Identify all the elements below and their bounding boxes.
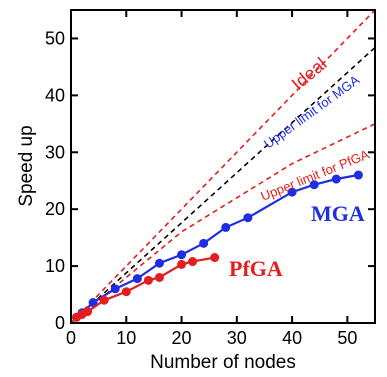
mga-point	[309, 180, 319, 190]
mga-point	[199, 238, 209, 248]
pfga-point	[177, 259, 187, 269]
x-tick-label: 50	[337, 328, 357, 348]
x-tick-label: 0	[66, 328, 76, 348]
pfga-point	[188, 257, 198, 267]
ideal-label: Ideal	[288, 54, 331, 94]
pfga-series	[72, 253, 220, 322]
x-tick-label: 30	[227, 328, 247, 348]
mga-point	[287, 187, 297, 197]
x-tick-label: 40	[282, 328, 302, 348]
y-axis-label: Speed up	[16, 125, 37, 206]
pfga-upper-limit-line	[71, 123, 375, 323]
mga-series	[72, 170, 363, 322]
pfga-point	[83, 307, 93, 317]
y-tick-label: 0	[55, 313, 65, 333]
pfga-point	[210, 253, 220, 263]
y-axis: 0 10 20 30 40 50	[45, 28, 375, 333]
y-tick-label: 40	[45, 85, 65, 105]
pfga-point	[143, 275, 153, 285]
mga-point	[132, 274, 142, 284]
x-axis: 0 10 20 30 40 50	[66, 10, 357, 348]
y-tick-label: 10	[45, 256, 65, 276]
pfga-point	[154, 272, 164, 282]
mga-point	[221, 222, 231, 232]
x-tick-label: 10	[116, 328, 136, 348]
y-tick-label: 30	[45, 142, 65, 162]
series-layer	[72, 170, 363, 322]
y-tick-label: 20	[45, 199, 65, 219]
mga-point	[177, 250, 187, 260]
mga-upper-limit-line	[71, 46, 375, 323]
ideal-line	[71, 10, 375, 323]
pfga-series-label: PfGA	[229, 256, 283, 281]
pfga-point	[99, 295, 109, 305]
plot-frame	[70, 9, 376, 324]
pfga-line	[76, 256, 215, 319]
mga-point	[353, 170, 363, 180]
mga-series-label: MGA	[311, 201, 365, 226]
y-tick-label: 50	[45, 28, 65, 48]
mga-point	[243, 213, 253, 223]
mga-point	[110, 284, 120, 294]
reference-lines	[71, 10, 375, 323]
x-axis-label: Number of nodes	[150, 352, 296, 373]
mga-point	[88, 298, 98, 308]
x-tick-label: 20	[172, 328, 192, 348]
mga-point	[154, 258, 164, 268]
mga-line	[75, 173, 359, 319]
mga-point	[331, 174, 341, 184]
pfga-point	[121, 287, 131, 297]
